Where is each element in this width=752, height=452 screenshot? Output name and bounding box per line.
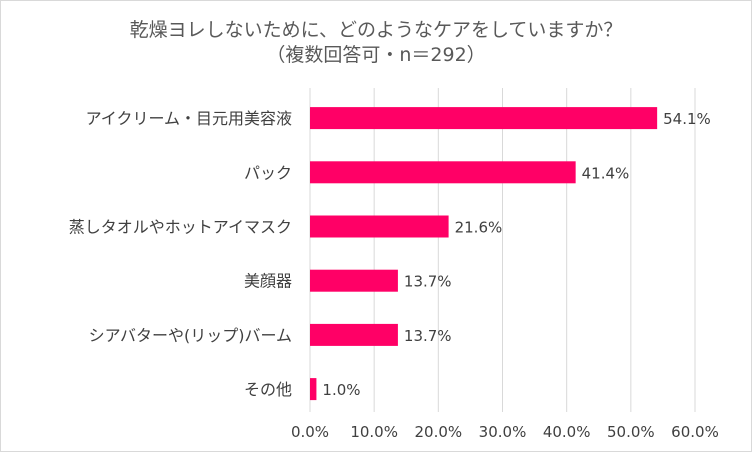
bar xyxy=(310,107,658,130)
chart-subtitle: （複数回答可・n＝292） xyxy=(266,44,486,66)
gridlines xyxy=(309,88,696,412)
value-label: 41.4% xyxy=(582,164,630,182)
value-label: 13.7% xyxy=(404,273,452,291)
bar xyxy=(310,378,317,401)
value-label: 54.1% xyxy=(663,110,711,128)
x-tick-label: 0.0% xyxy=(291,423,329,441)
category-label: その他 xyxy=(244,380,292,399)
category-label: アイクリーム・目元用美容液 xyxy=(86,109,292,128)
value-label: 1.0% xyxy=(322,381,360,399)
bars xyxy=(310,107,658,401)
bar xyxy=(310,323,398,346)
x-tick-label: 40.0% xyxy=(543,423,591,441)
category-labels: アイクリーム・目元用美容液パック蒸しタオルやホットアイマスク美顔器シアバターや(… xyxy=(69,109,292,399)
value-labels: 54.1% 41.4% 21.6% 13.7% 13.7% 1.0% xyxy=(322,110,710,399)
bar xyxy=(310,269,398,292)
category-label: 蒸しタオルやホットアイマスク xyxy=(69,218,292,237)
x-tick-label: 50.0% xyxy=(607,423,655,441)
value-label: 13.7% xyxy=(404,327,452,345)
value-label: 21.6% xyxy=(455,219,503,237)
x-axis-tick-labels: 0.0% 10.0% 20.0% 30.0% 40.0% 50.0% 60.0% xyxy=(291,423,719,441)
x-tick-label: 30.0% xyxy=(479,423,527,441)
chart-title-block: 乾燥ヨレしないために、どのようなケアをしていますか？ （複数回答可・n＝292） xyxy=(0,18,752,68)
category-label: シアバターや(リップ)バーム xyxy=(89,326,292,345)
x-tick-label: 60.0% xyxy=(671,423,719,441)
category-label: パック xyxy=(244,163,292,182)
x-tick-label: 20.0% xyxy=(415,423,463,441)
x-tick-label: 10.0% xyxy=(350,423,398,441)
category-label: 美顔器 xyxy=(244,272,292,291)
bar xyxy=(310,215,449,238)
bar xyxy=(310,161,576,184)
chart-title: 乾燥ヨレしないために、どのようなケアをしていますか？ xyxy=(129,19,623,41)
